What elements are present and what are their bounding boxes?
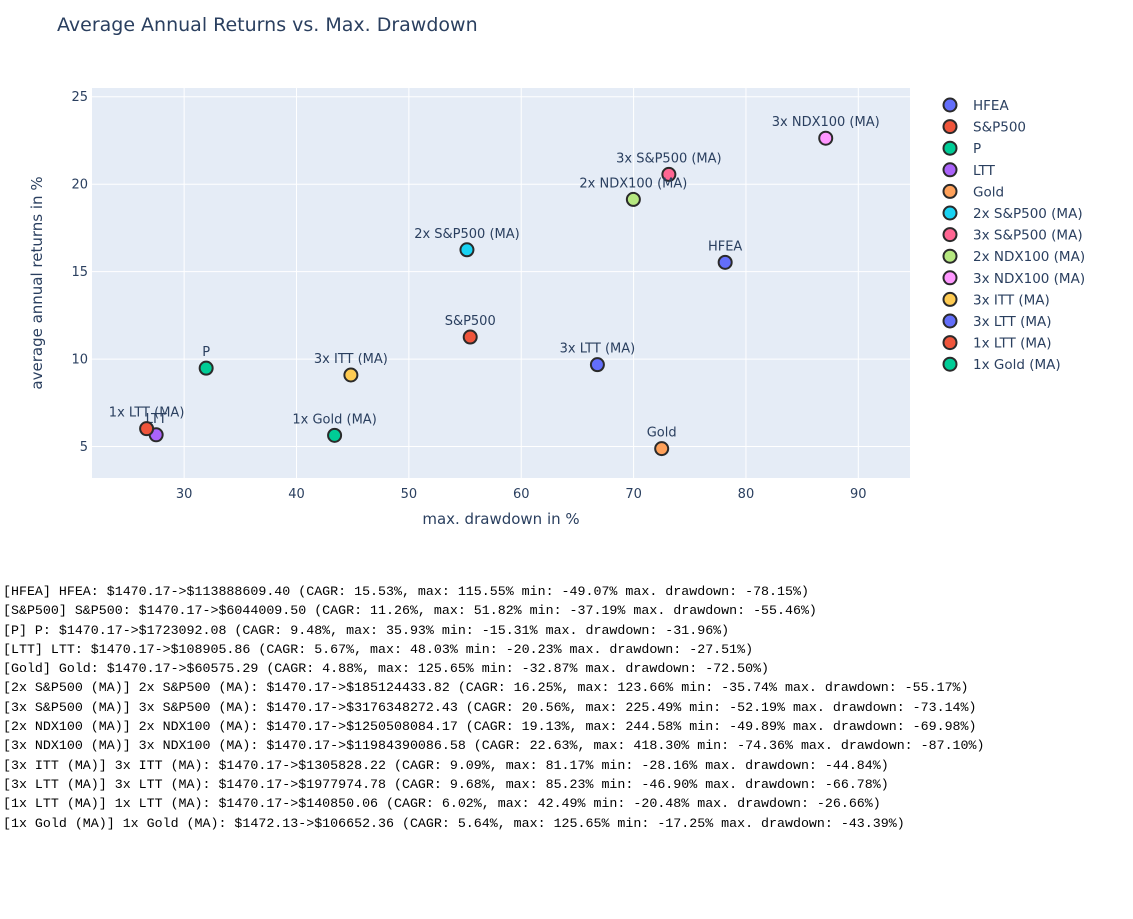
x-axis-title: max. drawdown in %: [422, 510, 579, 528]
data-point-label: 3x S&P500 (MA): [616, 151, 722, 166]
x-tick-label: 70: [625, 487, 642, 502]
data-point: [139, 421, 155, 437]
data-point-label: 3x LTT (MA): [560, 342, 636, 357]
log-line: [3x ITT (MA)] 3x ITT (MA): $1470.17->$13…: [3, 757, 889, 773]
legend-marker: [942, 140, 958, 156]
log-line: [3x NDX100 (MA)] 3x NDX100 (MA): $1470.1…: [3, 738, 985, 754]
legend-item[interactable]: 3x NDX100 (MA): [942, 270, 1086, 287]
console-output: [HFEA] HFEA: $1470.17->$113888609.40 (CA…: [3, 582, 1131, 833]
legend-marker: [942, 248, 958, 264]
legend-label: HFEA: [973, 98, 1009, 114]
legend-marker: [942, 97, 958, 113]
legend-item[interactable]: 2x NDX100 (MA): [942, 248, 1086, 265]
y-tick-label: 25: [71, 90, 88, 105]
legend-item[interactable]: 3x LTT (MA): [942, 313, 1052, 330]
legend-marker: [942, 335, 958, 351]
data-point-label: 1x LTT (MA): [109, 406, 185, 421]
legend-marker: [942, 205, 958, 221]
axis-ticks: 30 40 50 60 70 80 90 5 10 15 20 25: [71, 90, 866, 502]
legend-label: 3x NDX100 (MA): [973, 271, 1085, 287]
legend-marker: [942, 162, 958, 178]
legend-marker: [942, 119, 958, 135]
legend-marker: [942, 270, 958, 286]
log-line: [2x S&P500 (MA)] 2x S&P500 (MA): $1470.1…: [3, 680, 969, 696]
data-point: [717, 254, 733, 270]
data-point: [459, 242, 475, 258]
log-line: [1x Gold (MA)] 1x Gold (MA): $1472.13->$…: [3, 815, 905, 831]
data-point-label: HFEA: [708, 239, 742, 254]
legend-item[interactable]: HFEA: [942, 97, 1010, 114]
data-point: [343, 367, 359, 383]
plot-area: [92, 88, 910, 478]
legend-label: 2x S&P500 (MA): [973, 206, 1083, 222]
legend-marker: [942, 291, 958, 307]
data-point: [625, 191, 641, 207]
legend-label: 2x NDX100 (MA): [973, 249, 1085, 265]
legend-label: Gold: [973, 184, 1004, 200]
legend-item[interactable]: 1x LTT (MA): [942, 335, 1052, 352]
log-line: [Gold] Gold: $1470.17->$60575.29 (CAGR: …: [3, 661, 770, 677]
legend: HFEA S&P500 P LTT Gold 2x S&P500 (MA) 3x S&P50…: [942, 97, 1086, 373]
log-line: [P] P: $1470.17->$1723092.08 (CAGR: 9.48…: [3, 622, 730, 638]
legend-marker: [942, 313, 958, 329]
legend-label: LTT: [973, 163, 996, 179]
data-point-label: P: [202, 345, 210, 360]
legend-label: 1x LTT (MA): [973, 336, 1052, 352]
scatter-chart: Average Annual Returns vs. Max. Drawdown…: [28, 14, 1086, 528]
data-point-label: S&P500: [445, 314, 496, 329]
data-point: [198, 360, 214, 376]
legend-marker: [942, 356, 958, 372]
y-tick-label: 5: [80, 440, 88, 455]
log-line: [S&P500] S&P500: $1470.17->$6044009.50 (…: [3, 603, 817, 619]
data-point-label: 1x Gold (MA): [292, 412, 376, 427]
x-tick-label: 40: [288, 487, 305, 502]
data-point-label: Gold: [647, 426, 677, 441]
data-point: [462, 329, 478, 345]
legend-item[interactable]: 3x ITT (MA): [942, 291, 1050, 308]
y-tick-label: 15: [71, 265, 88, 280]
chart-title: Average Annual Returns vs. Max. Drawdown: [57, 14, 478, 36]
data-point: [654, 441, 670, 457]
data-point-label: 2x NDX100 (MA): [579, 176, 687, 191]
log-line: [2x NDX100 (MA)] 2x NDX100 (MA): $1470.1…: [3, 719, 977, 735]
legend-item[interactable]: 3x S&P500 (MA): [942, 227, 1083, 244]
legend-label: S&P500: [973, 120, 1026, 136]
grid-lines: [92, 88, 910, 478]
legend-marker: [942, 183, 958, 199]
legend-item[interactable]: Gold: [942, 183, 1005, 200]
y-tick-label: 10: [71, 353, 88, 368]
legend-label: 3x ITT (MA): [973, 292, 1050, 308]
log-line: [1x LTT (MA)] 1x LTT (MA): $1470.17->$14…: [3, 796, 881, 812]
x-tick-label: 80: [738, 487, 755, 502]
y-tick-label: 20: [71, 178, 88, 193]
legend-label: P: [973, 141, 981, 157]
x-tick-label: 30: [176, 487, 193, 502]
legend-item[interactable]: LTT: [942, 162, 996, 179]
data-point: [818, 130, 834, 146]
log-line: [3x LTT (MA)] 3x LTT (MA): $1470.17->$19…: [3, 776, 889, 792]
data-point-label: 3x NDX100 (MA): [772, 115, 880, 130]
y-axis-title: average annual returns in %: [28, 176, 46, 389]
data-point: [327, 427, 343, 443]
log-line: [LTT] LTT: $1470.17->$108905.86 (CAGR: 5…: [3, 641, 754, 657]
legend-label: 3x S&P500 (MA): [973, 228, 1083, 244]
data-point: [661, 166, 677, 182]
data-point-label: 2x S&P500 (MA): [414, 227, 520, 242]
x-tick-label: 60: [513, 487, 530, 502]
x-tick-label: 50: [401, 487, 418, 502]
legend-item[interactable]: 2x S&P500 (MA): [942, 205, 1083, 222]
data-point-label: 3x ITT (MA): [314, 352, 388, 367]
legend-marker: [942, 227, 958, 243]
legend-item[interactable]: P: [942, 140, 982, 157]
legend-label: 3x LTT (MA): [973, 314, 1052, 330]
log-line: [HFEA] HFEA: $1470.17->$113888609.40 (CA…: [3, 584, 809, 599]
data-point: [589, 357, 605, 373]
x-tick-label: 90: [850, 487, 867, 502]
log-line: [3x S&P500 (MA)] 3x S&P500 (MA): $1470.1…: [3, 699, 977, 715]
legend-label: 1x Gold (MA): [973, 357, 1061, 373]
legend-item[interactable]: 1x Gold (MA): [942, 356, 1061, 373]
legend-item[interactable]: S&P500: [942, 119, 1027, 136]
